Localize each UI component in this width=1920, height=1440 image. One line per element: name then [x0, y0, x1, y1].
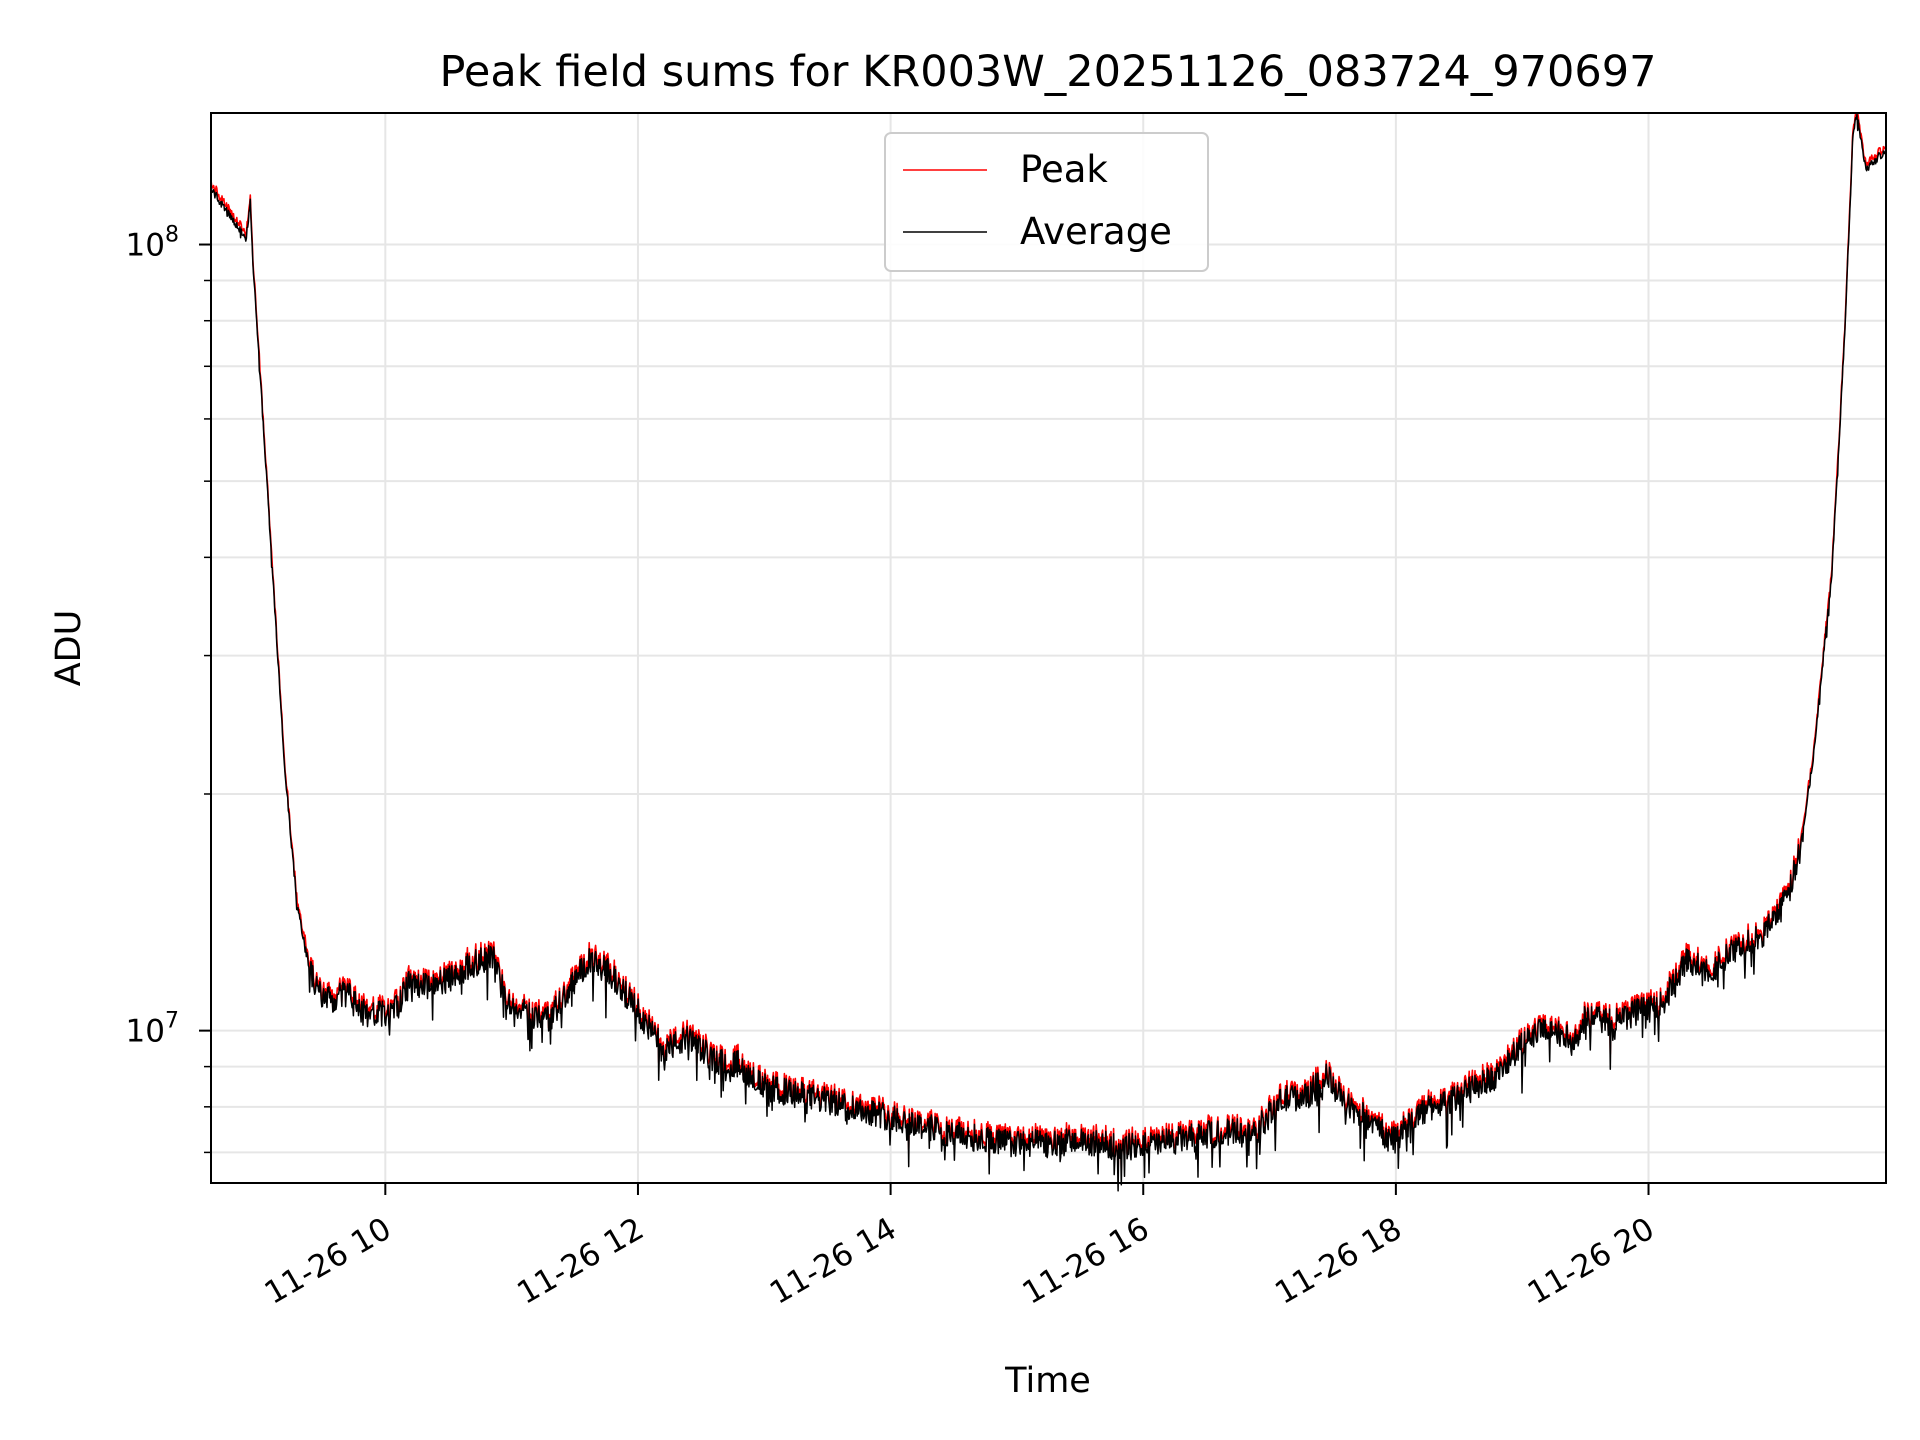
legend-average-label: Average	[1020, 210, 1172, 253]
legend-peak-label: Peak	[1020, 148, 1108, 191]
plot-frame	[210, 112, 1887, 1184]
series-line-average	[210, 113, 1887, 1192]
y-tick-label: 107	[126, 1009, 179, 1050]
y-tick-label: 108	[126, 223, 179, 264]
legend: Peak Average	[884, 132, 1209, 272]
chart-title: Peak field sums for KR003W_20251126_0837…	[440, 47, 1657, 97]
x-axis-title: Time	[1004, 1361, 1091, 1401]
grid-lines	[211, 113, 1886, 1183]
y-axis-title: ADU	[49, 610, 89, 687]
series-lines	[210, 112, 1887, 1192]
legend-box	[884, 132, 1209, 272]
